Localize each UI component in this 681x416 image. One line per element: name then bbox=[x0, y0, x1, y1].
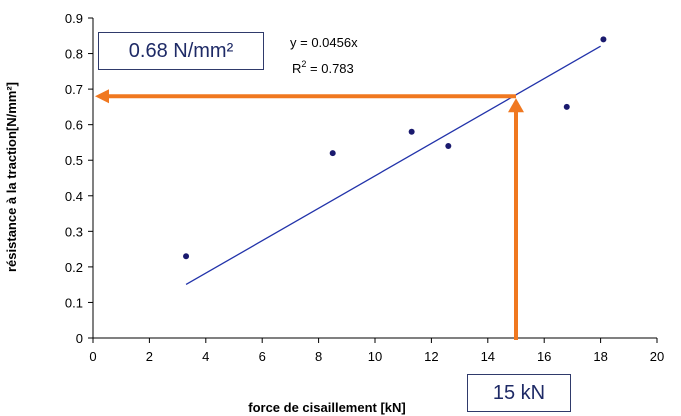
x-axis-ticks: 0 2 4 6 8 10 12 14 16 18 20 bbox=[89, 338, 664, 364]
x-tick-label: 20 bbox=[650, 349, 664, 364]
y-tick-label: 0.8 bbox=[65, 47, 83, 62]
trendline-path bbox=[185, 45, 601, 286]
x-value-callout: 15 kN bbox=[467, 374, 571, 412]
trendline bbox=[185, 45, 601, 286]
y-tick-label: 0.2 bbox=[65, 260, 83, 275]
data-point bbox=[329, 150, 336, 157]
x-tick-label: 10 bbox=[368, 349, 382, 364]
x-tick-label: 8 bbox=[315, 349, 322, 364]
y-tick-label: 0.5 bbox=[65, 153, 83, 168]
x-tick-label: 6 bbox=[259, 349, 266, 364]
y-tick-label: 0 bbox=[76, 331, 83, 346]
data-points bbox=[183, 36, 607, 260]
r-squared-label: R2 = 0.783 bbox=[292, 59, 354, 76]
x-tick-label: 14 bbox=[481, 349, 495, 364]
y-axis-title: résistance à la traction[N/mm²] bbox=[4, 82, 19, 272]
y-tick-label: 0.3 bbox=[65, 224, 83, 239]
y-tick-label: 0.6 bbox=[65, 118, 83, 133]
x-axis-title: force de cisaillement [kN] bbox=[248, 400, 406, 415]
y-value-callout: 0.68 N/mm² bbox=[98, 32, 264, 70]
data-point bbox=[183, 253, 190, 260]
data-point bbox=[445, 143, 452, 149]
y-tick-label: 0.1 bbox=[65, 295, 83, 310]
x-tick-label: 18 bbox=[593, 349, 607, 364]
data-point bbox=[563, 103, 570, 110]
x-tick-label: 2 bbox=[146, 349, 153, 364]
y-tick-label: 0.9 bbox=[65, 11, 83, 26]
trendline-equation: y = 0.0456x bbox=[290, 35, 358, 50]
x-tick-label: 16 bbox=[537, 349, 551, 364]
y-tick-label: 0.4 bbox=[65, 189, 83, 204]
annotation-arrows bbox=[95, 89, 524, 340]
y-tick-label: 0.7 bbox=[65, 82, 83, 97]
horizontal-arrowhead bbox=[95, 89, 109, 104]
x-tick-label: 0 bbox=[89, 349, 96, 364]
y-axis-ticks: 0 0.1 0.2 0.3 0.4 0.5 0.6 0.7 0.8 0.9 bbox=[65, 11, 93, 346]
x-tick-label: 4 bbox=[202, 349, 209, 364]
data-point bbox=[408, 128, 415, 135]
vertical-arrowhead bbox=[508, 98, 524, 113]
x-tick-label: 12 bbox=[424, 349, 438, 364]
data-point bbox=[600, 36, 607, 43]
